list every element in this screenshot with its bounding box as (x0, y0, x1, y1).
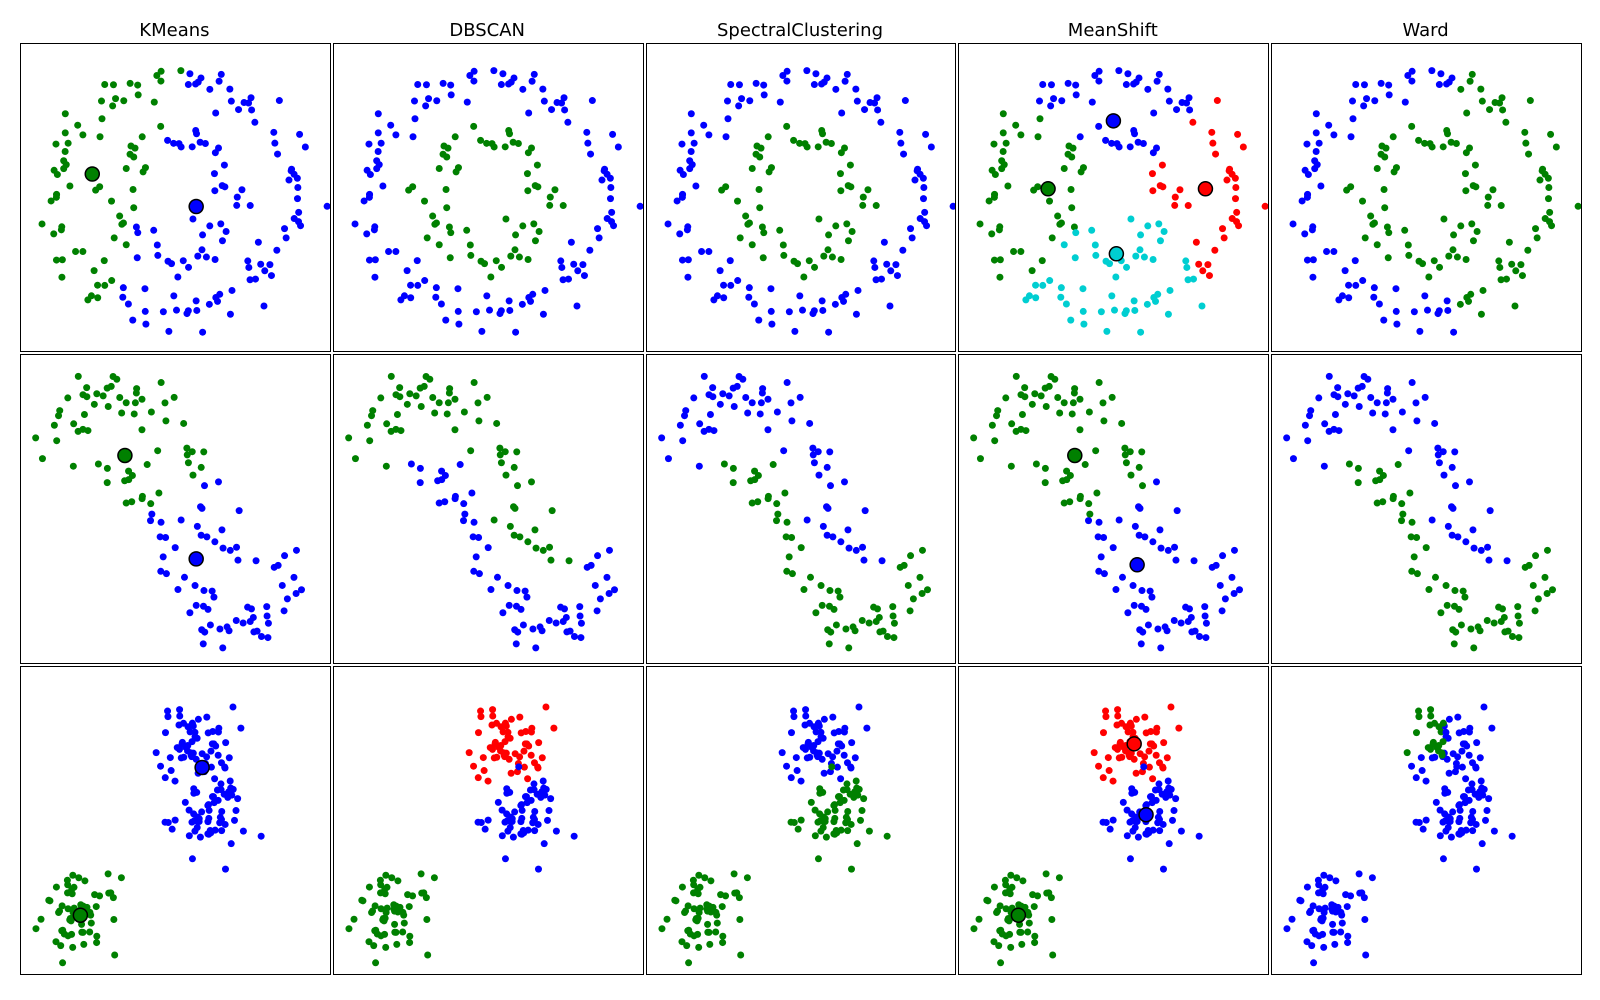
scatter-plot (959, 667, 1268, 974)
centroid-marker (195, 760, 209, 774)
panel-blobs-ward (1271, 666, 1582, 975)
panel-blobs-meanshift (958, 666, 1269, 975)
centroid-marker (189, 552, 203, 566)
centroid-marker (85, 167, 99, 181)
panel-moons-ward (1271, 354, 1582, 663)
centroid-marker (1139, 807, 1153, 821)
panel-circles-kmeans (20, 43, 331, 352)
panel-moons-dbscan (333, 354, 644, 663)
panel-blobs-dbscan (333, 666, 644, 975)
centroid-marker (1012, 908, 1026, 922)
scatter-plot (334, 667, 643, 974)
scatter-plot (959, 355, 1268, 662)
panel-circles-dbscan (333, 43, 644, 352)
panel-moons-spectralclustering (646, 354, 957, 663)
centroid-marker (1128, 736, 1142, 750)
centroid-marker (1131, 558, 1145, 572)
scatter-plot (959, 44, 1268, 351)
centroid-marker (1068, 449, 1082, 463)
scatter-plot (21, 44, 330, 351)
scatter-plot (1272, 44, 1581, 351)
centroid-marker (1107, 114, 1121, 128)
panel-blobs-kmeans (20, 666, 331, 975)
centroid-marker (1110, 247, 1124, 261)
centroid-marker (1199, 182, 1213, 196)
scatter-plot (647, 667, 956, 974)
scatter-plot (21, 355, 330, 662)
panel-moons-kmeans (20, 354, 331, 663)
column-title: SpectralClustering (646, 20, 955, 41)
column-title: MeanShift (958, 20, 1267, 41)
scatter-plot (647, 44, 956, 351)
scatter-plot (647, 355, 956, 662)
centroid-marker (1041, 182, 1055, 196)
scatter-plot (1272, 355, 1581, 662)
panel-circles-ward (1271, 43, 1582, 352)
panel-circles-meanshift (958, 43, 1269, 352)
column-title: DBSCAN (333, 20, 642, 41)
column-title: Ward (1271, 20, 1580, 41)
scatter-plot (21, 667, 330, 974)
centroid-marker (118, 449, 132, 463)
centroid-marker (189, 200, 203, 214)
panel-moons-meanshift (958, 354, 1269, 663)
panel-blobs-spectralclustering (646, 666, 957, 975)
panel-circles-spectralclustering (646, 43, 957, 352)
centroid-marker (73, 908, 87, 922)
scatter-plot (334, 355, 643, 662)
column-title: KMeans (20, 20, 329, 41)
scatter-plot (1272, 667, 1581, 974)
scatter-plot (334, 44, 643, 351)
